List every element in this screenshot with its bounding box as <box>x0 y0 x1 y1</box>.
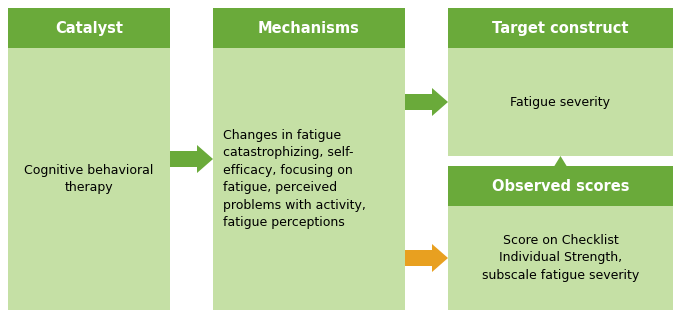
Text: Cognitive behavioral
therapy: Cognitive behavioral therapy <box>24 164 153 194</box>
Bar <box>448 8 673 156</box>
Text: Target construct: Target construct <box>493 20 629 36</box>
Text: Mechanisms: Mechanisms <box>258 20 360 36</box>
Bar <box>448 166 673 310</box>
Text: Changes in fatigue
catastrophizing, self-
efficacy, focusing on
fatigue, perceiv: Changes in fatigue catastrophizing, self… <box>223 129 366 229</box>
Bar <box>8 8 170 310</box>
Polygon shape <box>405 88 448 116</box>
Bar <box>8 8 170 48</box>
Bar <box>448 166 673 206</box>
Text: Score on Checklist
Individual Strength,
subscale fatigue severity: Score on Checklist Individual Strength, … <box>482 234 639 282</box>
Polygon shape <box>549 156 571 174</box>
Bar <box>448 8 673 48</box>
Bar <box>213 8 405 310</box>
Text: Fatigue severity: Fatigue severity <box>510 95 610 108</box>
Text: Observed scores: Observed scores <box>492 179 630 194</box>
Polygon shape <box>170 145 213 173</box>
Text: Catalyst: Catalyst <box>55 20 123 36</box>
Bar <box>213 8 405 48</box>
Polygon shape <box>405 244 448 272</box>
